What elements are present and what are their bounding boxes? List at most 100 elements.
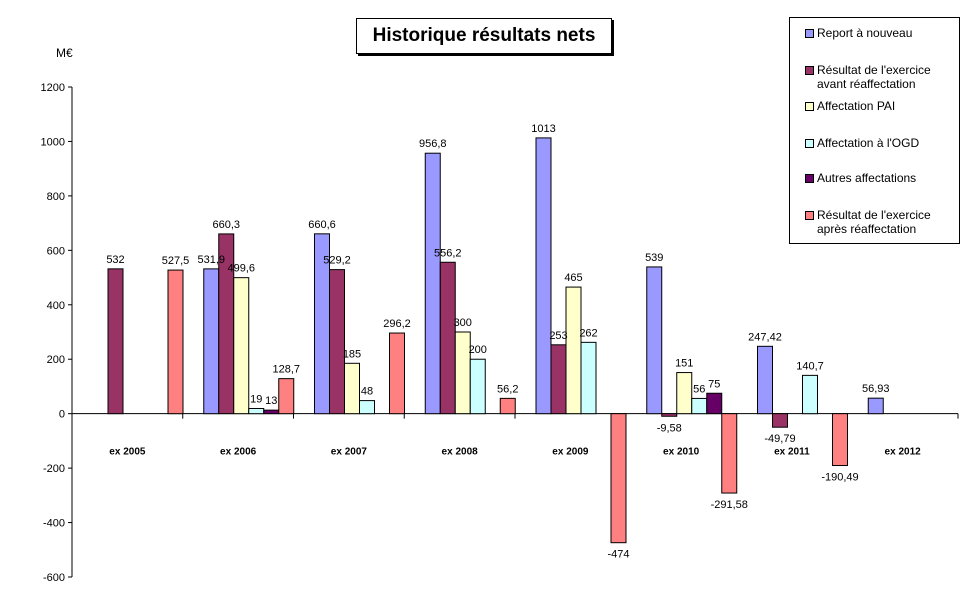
x-category-label: ex 2007: [331, 447, 368, 458]
data-label: 660,6: [308, 219, 336, 231]
y-tick-label: 1200: [41, 82, 65, 94]
chart-title: Historique résultats nets: [372, 25, 596, 46]
y-tick-label: -400: [43, 518, 65, 530]
legend-swatch: [805, 139, 814, 148]
unit-label: M€: [56, 46, 73, 60]
bar-ex-2012-s0: [867, 397, 884, 415]
data-label: 531,9: [197, 254, 225, 266]
y-tick-label: 1000: [41, 136, 65, 148]
y-tick-label: 800: [47, 191, 65, 203]
y-tick-label: 0: [59, 409, 65, 421]
bar-ex-2010-s2: [676, 372, 693, 415]
data-label: 1013: [531, 123, 555, 135]
data-label: 532: [106, 254, 124, 266]
bar-ex-2006-s0: [203, 268, 220, 415]
data-label: 19: [250, 393, 262, 405]
legend-label: Autres affectations: [817, 171, 959, 185]
legend-label-line1: Autres affectations: [817, 171, 917, 185]
data-label: -9,58: [657, 422, 682, 434]
x-category-label: ex 2005: [109, 447, 146, 458]
y-tick-label: 600: [47, 245, 65, 257]
legend-label-line1: Report à nouveau: [817, 26, 913, 40]
bar-ex-2010-s1: [661, 413, 678, 417]
legend-label-line1: Résultat de l'exercice: [817, 208, 931, 222]
x-category-label: ex 2008: [442, 447, 479, 458]
bar-ex-2008-s5: [499, 397, 516, 415]
bar-ex-2007-s2: [344, 362, 360, 415]
data-label: 151: [675, 358, 693, 370]
bar-ex-2007-s5: [389, 332, 405, 415]
bar-ex-2007-s3: [359, 400, 375, 415]
data-label: 247,42: [748, 331, 782, 343]
data-label: -49,79: [764, 433, 795, 445]
data-label: 465: [564, 272, 582, 284]
bar-ex-2010-s3: [691, 397, 708, 415]
bar-ex-2008-s3: [469, 358, 486, 415]
data-label: 300: [454, 317, 472, 329]
bar-ex-2010-s5: [721, 413, 738, 494]
data-label: 185: [343, 348, 361, 360]
legend-label-line1: Affectation PAI: [817, 99, 896, 113]
bar-ex-2006-s3: [248, 407, 265, 415]
bar-ex-2009-s5: [610, 413, 627, 544]
data-label: 56,93: [862, 383, 890, 395]
y-tick-label: 400: [47, 300, 65, 312]
data-label: 56: [693, 383, 705, 395]
legend-label: Report à nouveau: [817, 26, 959, 40]
bar-ex-2008-s1: [439, 261, 456, 415]
y-tick-label: -600: [43, 572, 65, 584]
legend-swatch: [805, 174, 814, 183]
legend-swatch: [805, 29, 814, 38]
bar-ex-2011-s5: [832, 413, 848, 467]
bar-ex-2011-s3: [802, 374, 818, 415]
data-label: -474: [607, 549, 629, 561]
legend: Report à nouveau Résultat de l'exercice av…: [789, 17, 960, 244]
data-label: 556,2: [434, 247, 462, 259]
x-category-label: ex 2006: [220, 447, 257, 458]
bar-ex-2011-s0: [757, 345, 773, 415]
legend-swatch: [805, 66, 814, 75]
data-label: 48: [361, 386, 373, 398]
bar-ex-2009-s1: [550, 344, 567, 415]
legend-swatch: [805, 102, 814, 111]
data-label: 253: [549, 330, 567, 342]
data-label: 75: [708, 378, 720, 390]
y-tick-label: 200: [47, 354, 65, 366]
legend-swatch: [805, 211, 814, 220]
data-label: 660,3: [212, 219, 240, 231]
bar-ex-2009-s0: [535, 137, 552, 415]
data-label: 200: [469, 344, 487, 356]
bar-ex-2005-s5: [167, 269, 184, 415]
data-label: 56,2: [497, 383, 518, 395]
data-label: 262: [579, 327, 597, 339]
x-category-label: ex 2012: [885, 447, 922, 458]
data-label: 296,2: [383, 318, 411, 330]
bar-ex-2006-s5: [278, 378, 295, 415]
bar-ex-2010-s4: [706, 392, 723, 415]
legend-label-line1: Affectation à l'OGD: [817, 136, 920, 150]
data-label: 529,2: [323, 255, 351, 267]
bar-ex-2009-s2: [565, 286, 582, 415]
data-label: 140,7: [796, 360, 824, 372]
legend-label: Affectation à l'OGD: [817, 136, 959, 150]
y-tick-label: -200: [43, 463, 65, 475]
bar-ex-2006-s2: [233, 277, 250, 415]
data-label: 499,6: [227, 263, 255, 275]
legend-label: Résultat de l'exercice avant réaffectatio…: [817, 63, 959, 91]
bar-ex-2006-s4: [263, 409, 280, 415]
chart-title-box: Historique résultats nets: [356, 18, 612, 54]
data-label: 527,5: [162, 255, 190, 267]
legend-label-line1: Résultat de l'exercice: [817, 63, 931, 77]
bar-ex-2011-s1: [772, 413, 788, 428]
legend-label-line2: après réaffectation: [817, 222, 917, 236]
legend-label-line2: avant réaffectation: [817, 77, 916, 91]
x-category-label: ex 2009: [552, 447, 589, 458]
data-label: 539: [645, 252, 663, 264]
data-label: 13: [265, 395, 277, 407]
legend-label: Résultat de l'exercice après réaffectatio…: [817, 208, 959, 236]
bar-ex-2009-s3: [580, 341, 597, 415]
bar-ex-2010-s0: [646, 266, 663, 415]
data-label: -190,49: [821, 472, 858, 484]
legend-label: Affectation PAI: [817, 99, 959, 113]
